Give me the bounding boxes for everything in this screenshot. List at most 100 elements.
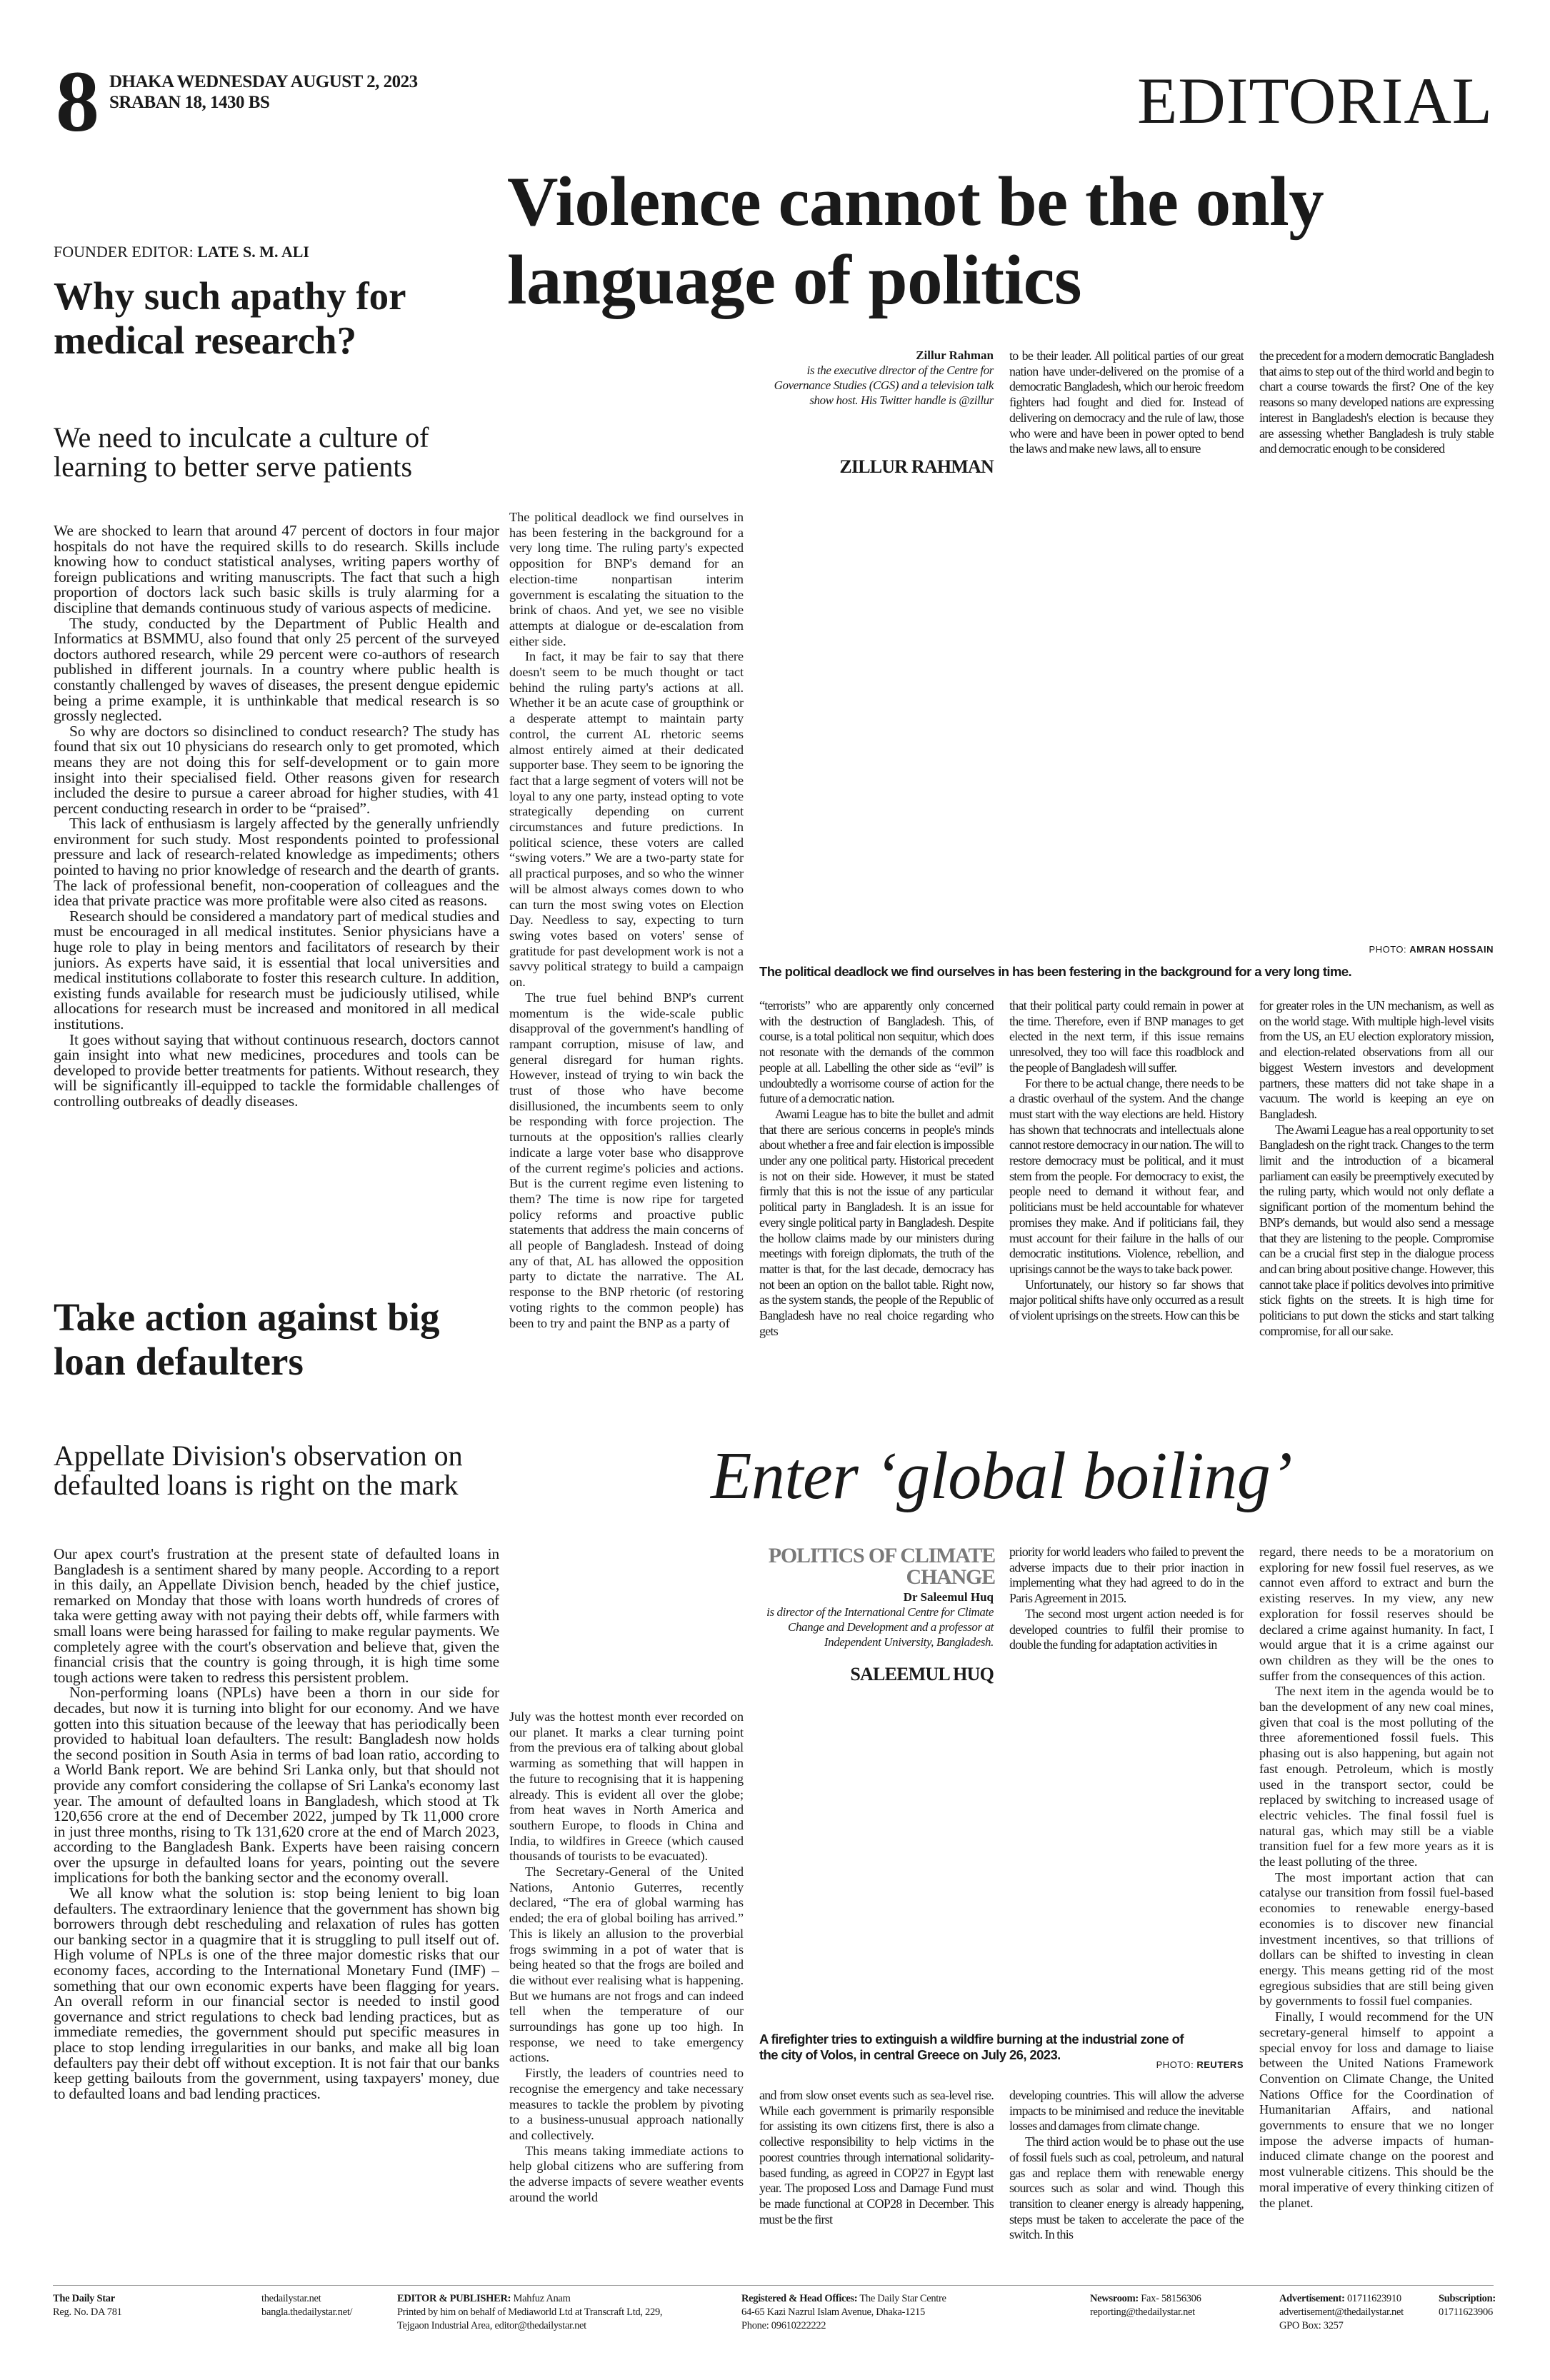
editorial-2-headline: Take action against big loan defaulters [54, 1295, 440, 1383]
footer-label: The Daily Star [53, 2293, 115, 2304]
footer-col-editor: EDITOR & PUBLISHER: Mahfuz Anam Printed … [397, 2292, 663, 2333]
footer-link[interactable]: thedailystar.net [261, 2293, 321, 2304]
paragraph: developing countries. This will allow th… [1009, 2088, 1244, 2134]
paragraph: Our apex court's frustration at the pres… [54, 1547, 499, 1686]
footer-col-office: Registered & Head Offices: The Daily Sta… [741, 2292, 946, 2333]
footer-col-newsroom: Newsroom: Fax- 58156306 reporting@thedai… [1090, 2292, 1201, 2319]
footer-label: Subscription: [1439, 2293, 1496, 2304]
footer-text: Phone: 09610222222 [741, 2320, 826, 2331]
footer-col-advertisement: Advertisement: 01711623910 advertisement… [1279, 2292, 1404, 2333]
credit-name: REUTERS [1196, 2059, 1244, 2070]
footer-text: 64-65 Kazi Nazrul Islam Avenue, Dhaka-12… [741, 2306, 925, 2318]
paragraph: The study, conducted by the Department o… [54, 614, 499, 725]
article-2-column-3-top: priority for world leaders who failed to… [1009, 1545, 1244, 1686]
article-2-headline: Enter ‘global boiling’ [710, 1439, 1293, 1513]
article-1-column-2: “terrorists” who are apparently only con… [759, 998, 994, 1431]
article-1-column-3: that their political party could remain … [1009, 998, 1244, 1431]
paragraph: The Secretary-General of the United Nati… [509, 1864, 744, 2065]
paragraph: So why are doctors so disinclined to con… [54, 722, 499, 817]
credit-label: PHOTO: [1156, 2059, 1194, 2070]
footer-text: 01711623910 [1346, 2293, 1401, 2304]
footer-link[interactable]: bangla.thedailystar.net/ [261, 2306, 353, 2318]
article-1-photo [759, 514, 1494, 935]
paragraph: In fact, it may be fair to say that ther… [509, 649, 744, 990]
editorial-2-body: Our apex court's frustration at the pres… [54, 1547, 499, 2269]
article-2-byline: Dr Saleemul Huq is director of the Inter… [759, 1590, 994, 1685]
editorial-1-headline: Why such apathy for medical research? [54, 274, 406, 362]
footer-text: GPO Box: 3257 [1279, 2320, 1344, 2331]
paragraph: The second most urgent action needed is … [1009, 1606, 1244, 1652]
paragraph: The next item in the agenda would be to … [1259, 1684, 1494, 1869]
article-2-column-2: and from slow onset events such as sea-l… [759, 2088, 994, 2271]
column-kicker: POLITICS OF CLIMATE CHANGE [768, 1544, 996, 1589]
paragraph: The political deadlock we find ourselves… [509, 510, 744, 648]
date-gregorian: DHAKA WEDNESDAY AUGUST 2, 2023 [109, 72, 418, 91]
paragraph: Firstly, the leaders of countries need t… [509, 2066, 744, 2142]
paragraph: for greater roles in the UN mechanism, a… [1259, 998, 1494, 1121]
author-name: Dr Saleemul Huq [903, 1590, 994, 1604]
paragraph: and from slow onset events such as sea-l… [759, 2088, 994, 2226]
article-1-column-4: for greater roles in the UN mechanism, a… [1259, 998, 1494, 1431]
author-bio: is director of the International Centre … [766, 1605, 994, 1649]
paragraph: Finally, I would recommend for the UN se… [1259, 2009, 1494, 2210]
paragraph: “terrorists” who are apparently only con… [759, 998, 994, 1106]
article-2-photo [759, 1697, 1244, 2025]
founder-editor: FOUNDER EDITOR: LATE S. M. ALI [54, 243, 309, 261]
footer-text: advertisement@thedailystar.net [1279, 2306, 1404, 2318]
paragraph: We are shocked to learn that around 47 p… [54, 523, 499, 616]
article-1-photo-credit: PHOTO: AMRAN HOSSAIN [759, 944, 1494, 955]
author-bio: is the executive director of the Centre … [774, 363, 994, 407]
article-2-photo-credit: PHOTO: REUTERS [759, 2059, 1244, 2070]
paragraph: Non-performing loans (NPLs) have been a … [54, 1684, 499, 1887]
paragraph: This means taking immediate actions to h… [509, 2143, 744, 2204]
footer-text: reporting@thedailystar.net [1090, 2306, 1195, 2318]
paragraph: July was the hottest month ever recorded… [509, 1709, 744, 1864]
paragraph: Unfortunately, our history so far shows … [1009, 1277, 1244, 1323]
paragraph: For there to be actual change, there nee… [1009, 1075, 1244, 1276]
article-1-column-1: The political deadlock we find ourselves… [509, 510, 744, 1431]
article-2-column-4: regard, there needs to be a moratorium o… [1259, 1545, 1494, 2271]
footer-label: Newsroom: [1090, 2293, 1139, 2304]
paragraph: the precedent for a modern democratic Ba… [1259, 348, 1494, 456]
paragraph: It goes without saying that without cont… [54, 1030, 499, 1110]
footer-text: Printed by him on behalf of Mediaworld L… [397, 2306, 663, 2318]
footer-text: Tejgaon Industrial Area, editor@thedaily… [397, 2320, 586, 2331]
article-2-column-3: developing countries. This will allow th… [1009, 2088, 1244, 2271]
paragraph: Research should be considered a mandator… [54, 907, 499, 1033]
footer-divider [53, 2285, 1494, 2286]
credit-name: AMRAN HOSSAIN [1409, 944, 1494, 955]
footer-col-subscription: Subscription: 01711623906 [1439, 2292, 1496, 2319]
footer-text: Mahfuz Anam [513, 2293, 571, 2304]
footer-label: EDITOR & PUBLISHER: [397, 2293, 511, 2304]
footer-text: Reg. No. DA 781 [53, 2306, 122, 2318]
author-name-caps: SALEEMUL HUQ [850, 1664, 994, 1684]
date-bangla: SRABAN 18, 1430 BS [109, 93, 270, 112]
paragraph: priority for world leaders who failed to… [1009, 1545, 1244, 1606]
footer-label: Advertisement: [1279, 2293, 1345, 2304]
page-number: 8 [56, 54, 99, 150]
paragraph: The Awami League has a real opportunity … [1259, 1122, 1494, 1338]
article-2-column-1: July was the hottest month ever recorded… [509, 1709, 744, 2271]
dateline: DHAKA WEDNESDAY AUGUST 2, 2023 SRABAN 18… [109, 71, 418, 113]
paragraph: The third action would be to phase out t… [1009, 2134, 1244, 2242]
article-2-photo-caption: A firefighter tries to extinguish a wild… [759, 2032, 1184, 2062]
paragraph: This lack of enthusiasm is largely affec… [54, 815, 499, 910]
paragraph: We all know what the solution is: stop b… [54, 1884, 499, 2102]
paragraph: The true fuel behind BNP's current momen… [509, 990, 744, 1330]
section-title: EDITORIAL [1137, 64, 1493, 137]
founder-label: FOUNDER EDITOR: [54, 243, 194, 261]
founder-name: LATE S. M. ALI [197, 243, 309, 261]
article-1-photo-caption: The political deadlock we find ourselves… [759, 964, 1352, 979]
author-name-caps: ZILLUR RAHMAN [839, 456, 994, 477]
article-1-column-4-top: the precedent for a modern democratic Ba… [1259, 348, 1494, 506]
article-1-headline: Violence cannot be the only language of … [507, 163, 1324, 319]
paragraph: to be their leader. All political partie… [1009, 348, 1244, 456]
editorial-1-subhead: We need to inculcate a culture of learni… [54, 421, 429, 483]
paragraph: The most important action that can catal… [1259, 1869, 1494, 2009]
paragraph: that their political party could remain … [1009, 998, 1244, 1075]
credit-label: PHOTO: [1369, 944, 1407, 955]
footer-label: Registered & Head Offices: [741, 2293, 858, 2304]
editorial-2-subhead: Appellate Division's observation on defa… [54, 1440, 463, 1501]
footer-text: The Daily Star Centre [859, 2293, 946, 2304]
article-1-column-3-top: to be their leader. All political partie… [1009, 348, 1244, 506]
